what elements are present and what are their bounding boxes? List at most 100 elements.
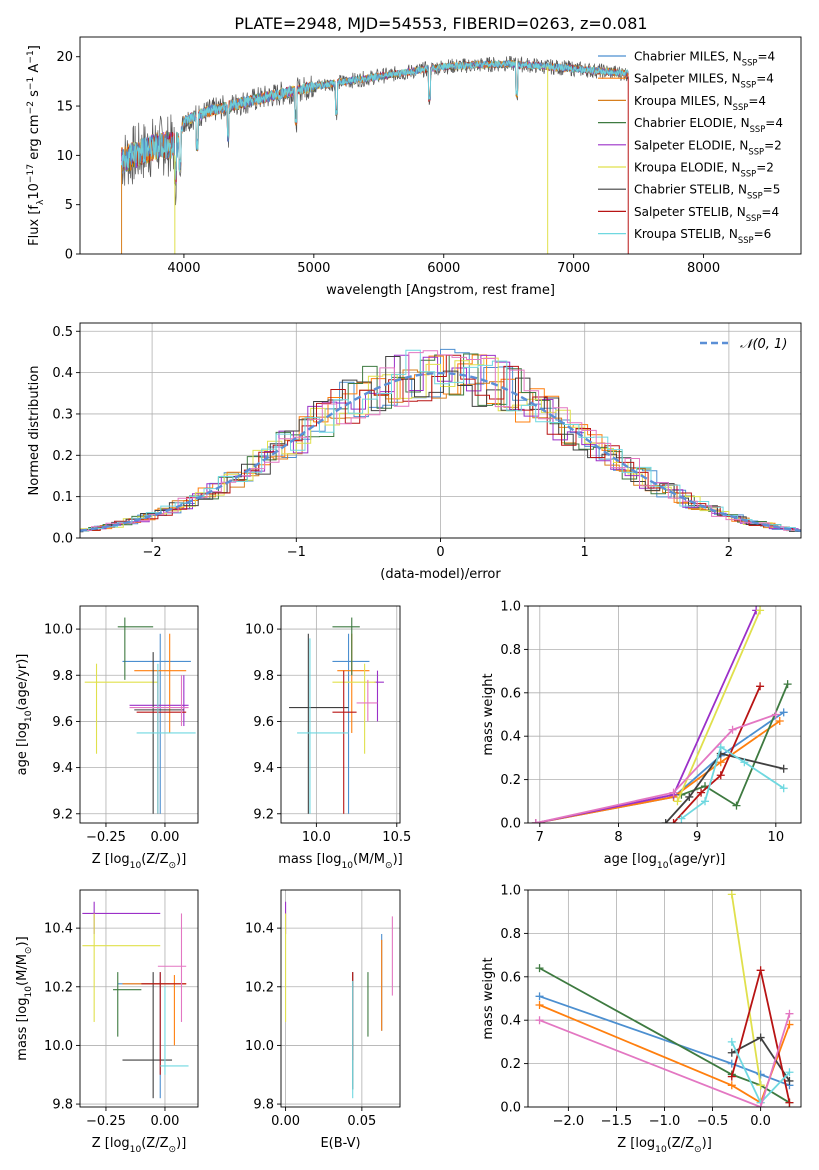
weight-marker (716, 771, 725, 780)
x-axis-label: wavelength [Angstrom, rest frame] (326, 283, 555, 298)
legend-tail: =2 (756, 161, 774, 175)
weight-marker (756, 1033, 765, 1042)
y-tick-label: 10 (56, 149, 73, 164)
x-axis-label: mass [log10(M/M⊙)] (278, 852, 402, 871)
weight-marker (785, 1098, 794, 1107)
x-axis-label-part: (Z/Z (141, 852, 168, 867)
y-tick-label: 10.0 (245, 1039, 274, 1054)
y-tick-label: 0.0 (52, 532, 73, 547)
x-axis-label-part: age [log (604, 852, 657, 867)
y-tick-label: 10.2 (245, 980, 274, 995)
y-axis-label: Normed distribution (27, 366, 42, 496)
weight-marker (732, 801, 741, 810)
x-axis-label-part: )] (393, 852, 403, 867)
y-tick-label: 9.4 (253, 761, 274, 776)
y-tick-label: 10.2 (44, 980, 73, 995)
x-tick-label: 0.00 (150, 830, 179, 845)
x-tick-label: 1 (581, 545, 589, 560)
y-tick-label: 1.0 (500, 884, 521, 899)
y-tick-label: 9.8 (52, 1098, 73, 1113)
y-tick-label: 0.0 (500, 817, 521, 832)
x-axis-label-part: )] (702, 1136, 712, 1151)
legend-sub: SSP (741, 80, 757, 90)
y-axis-label-part: age [log (15, 722, 30, 775)
legend-name: Kroupa STELIB, N (634, 227, 738, 241)
axes-frame (527, 605, 802, 824)
x-axis-label-part: Z [log (617, 1136, 655, 1151)
weight-line-kroupa_elodie (730, 894, 762, 1086)
axes-age_vs_mass: 10.0 10.5 9.2 9.4 9.6 9.8 10.0 mass [log10(M/M⊙… (245, 605, 411, 871)
normal-curve (80, 371, 801, 532)
y-tick-label: 9.2 (52, 807, 73, 822)
weight-marker (661, 819, 670, 823)
y-tick-label: 9.8 (52, 669, 73, 684)
y-tick-label: 0.2 (500, 1057, 521, 1072)
axes-mass_vs_z: −0.25 0.009.810.010.210.4Z [log10(Z/Z⊙)]m… (15, 889, 199, 1155)
x-tick-label: −2.0 (553, 1114, 585, 1129)
weight-marker (727, 1037, 736, 1046)
legend-sub: SSP (738, 235, 754, 245)
y-tick-label: 0.2 (500, 773, 521, 788)
legend-tail: =4 (748, 94, 766, 108)
y-axis-label-part: (age/yr)] (15, 654, 30, 711)
y-axis-label: age [log10(age/yr)] (15, 654, 34, 776)
x-axis-label-part: )] (176, 852, 186, 867)
weight-line-salpeter_stelib (672, 685, 761, 823)
y-axis-label: Flux [fλ10−17 erg cm−2 s−1 A−1] (26, 45, 46, 246)
histogram-chabrier_stelib (80, 356, 801, 533)
weight-line-chabrier_stelib (665, 752, 784, 823)
axes-frame (79, 889, 199, 1108)
legend-tail: =4 (756, 72, 774, 86)
y-axis-label-part: −17 (26, 164, 36, 183)
x-tick-label: 0.05 (347, 1114, 376, 1129)
x-axis-label-part: 10 (130, 861, 142, 871)
weight-marker (535, 992, 544, 1001)
x-axis-label-part: ⊙ (169, 861, 177, 871)
axes-frame (280, 605, 401, 824)
y-axis-label-part: Flux [f (27, 205, 42, 246)
y-axis-label-part: λ (36, 199, 46, 205)
weight-line-pink (535, 713, 777, 823)
legend-sub: SSP (742, 58, 758, 68)
weight-marker (740, 758, 749, 767)
y-axis-label: mass weight (481, 673, 496, 755)
y-axis-label-part: ] (27, 45, 42, 50)
y-tick-label: 10.0 (44, 623, 73, 638)
y-axis-label-part: s (27, 90, 42, 101)
x-axis-label-part: (M/M (353, 852, 385, 867)
y-tick-label: 9.8 (253, 669, 274, 684)
weight-marker (727, 1072, 736, 1081)
x-tick-label: 0.0 (750, 1114, 771, 1129)
y-axis-label-part: −1 (26, 77, 36, 90)
y-tick-label: 20 (56, 50, 73, 65)
plot-area-age_vs_z (84, 617, 196, 814)
legend-name: Kroupa MILES, N (634, 94, 733, 108)
weight-line-pink (539, 1013, 791, 1107)
y-tick-label: 0.0 (500, 1101, 521, 1116)
y-axis-label: mass weight (481, 957, 496, 1039)
weight-marker (756, 1103, 765, 1107)
axes-residuals: −2 −1 0 1 2 0.0 0.1 0.2 0.3 0.4 0.5 (data-model)/er… (27, 322, 802, 582)
legend-name: Salpeter STELIB, N (634, 205, 746, 219)
x-axis-label: E(B-V) (320, 1136, 360, 1151)
weight-line-salpeter_miles (539, 1004, 791, 1105)
plot-area-residuals (80, 348, 801, 533)
weight-line-chabrier_miles (539, 995, 790, 1087)
weight-marker (756, 1081, 765, 1090)
legend-label: Salpeter ELODIE, NSSP=2 (634, 138, 782, 156)
x-axis-label-part: 10 (341, 861, 353, 871)
weight-marker (701, 797, 710, 806)
weight-marker (779, 764, 788, 773)
y-axis-label-part: A (27, 64, 42, 77)
plot-area-mass_vs_ebv (285, 901, 393, 1099)
x-axis-label-part: 10 (657, 861, 669, 871)
x-tick-label: 8000 (687, 261, 720, 276)
x-tick-label: 0.00 (150, 1114, 179, 1129)
plot-area-weight_vs_age (531, 606, 792, 823)
histogram-pink (80, 350, 801, 531)
weight-marker (669, 819, 678, 823)
x-tick-label: 10 (768, 830, 785, 845)
y-tick-label: 10.0 (245, 623, 274, 638)
